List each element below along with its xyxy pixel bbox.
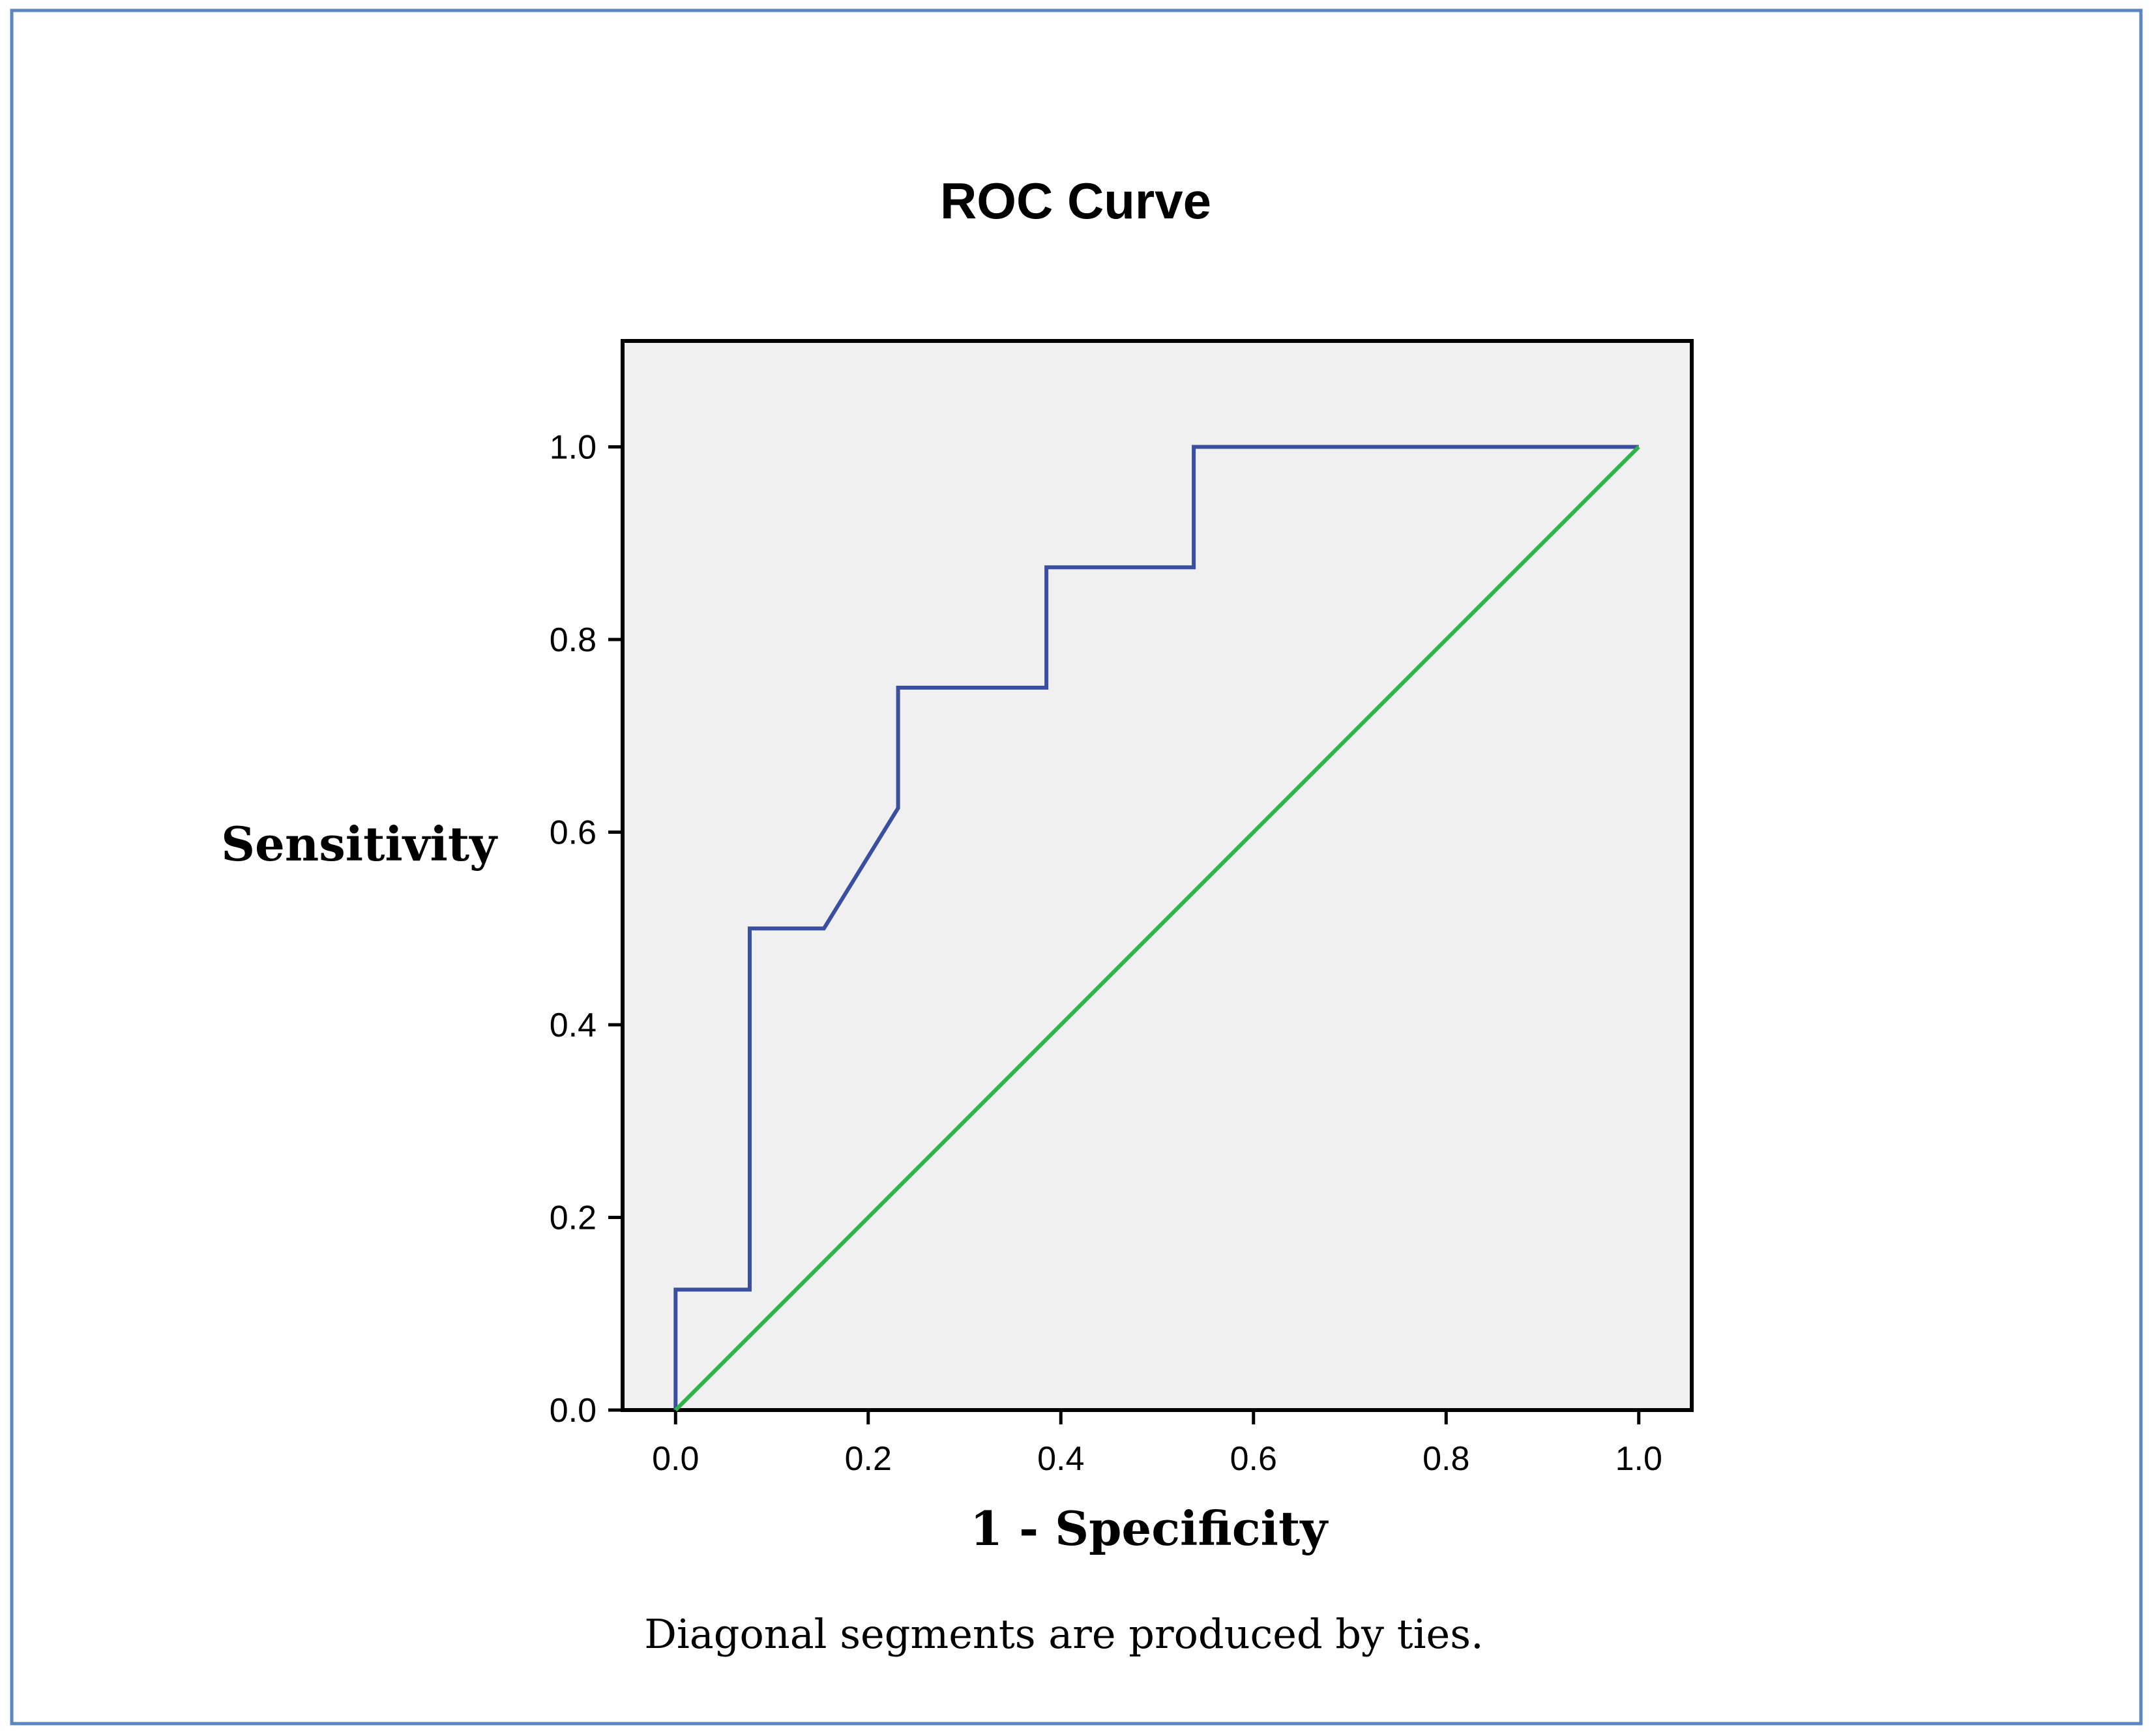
reference-diagonal-line: [674, 445, 1640, 1412]
x-axis-label: 1 - Specificity: [970, 1501, 1329, 1556]
x-tick-label: 0.0: [652, 1440, 699, 1478]
x-tick-label: 0.8: [1422, 1440, 1469, 1478]
roc-curve-line: [673, 445, 1639, 1410]
chart-title: ROC Curve: [940, 172, 1211, 229]
y-tick-label: 0.6: [550, 814, 597, 852]
y-tick-label: 0.0: [550, 1392, 597, 1430]
y-axis-label: Sensitivity: [221, 816, 498, 872]
y-tick-label: 0.4: [550, 1007, 597, 1044]
y-axis: 0.0 0.2 0.4 0.6 0.8 1.0: [550, 429, 623, 1430]
figure-frame: [10, 8, 2143, 1726]
series-layer: [673, 445, 1640, 1412]
footnote: Diagonal segments are produced by ties.: [644, 1610, 1483, 1658]
x-tick-label: 0.2: [845, 1440, 892, 1478]
plot-area: [621, 339, 1694, 1412]
x-tick-label: 0.4: [1037, 1440, 1084, 1478]
y-tick-label: 0.8: [550, 621, 597, 659]
x-tick-label: 0.6: [1230, 1440, 1277, 1478]
y-tick-label: 1.0: [550, 429, 597, 467]
x-axis: 0.0 0.2 0.4 0.6 0.8 1.0: [652, 1410, 1662, 1478]
x-tick-label: 1.0: [1615, 1440, 1662, 1478]
y-tick-label: 0.2: [550, 1199, 597, 1237]
